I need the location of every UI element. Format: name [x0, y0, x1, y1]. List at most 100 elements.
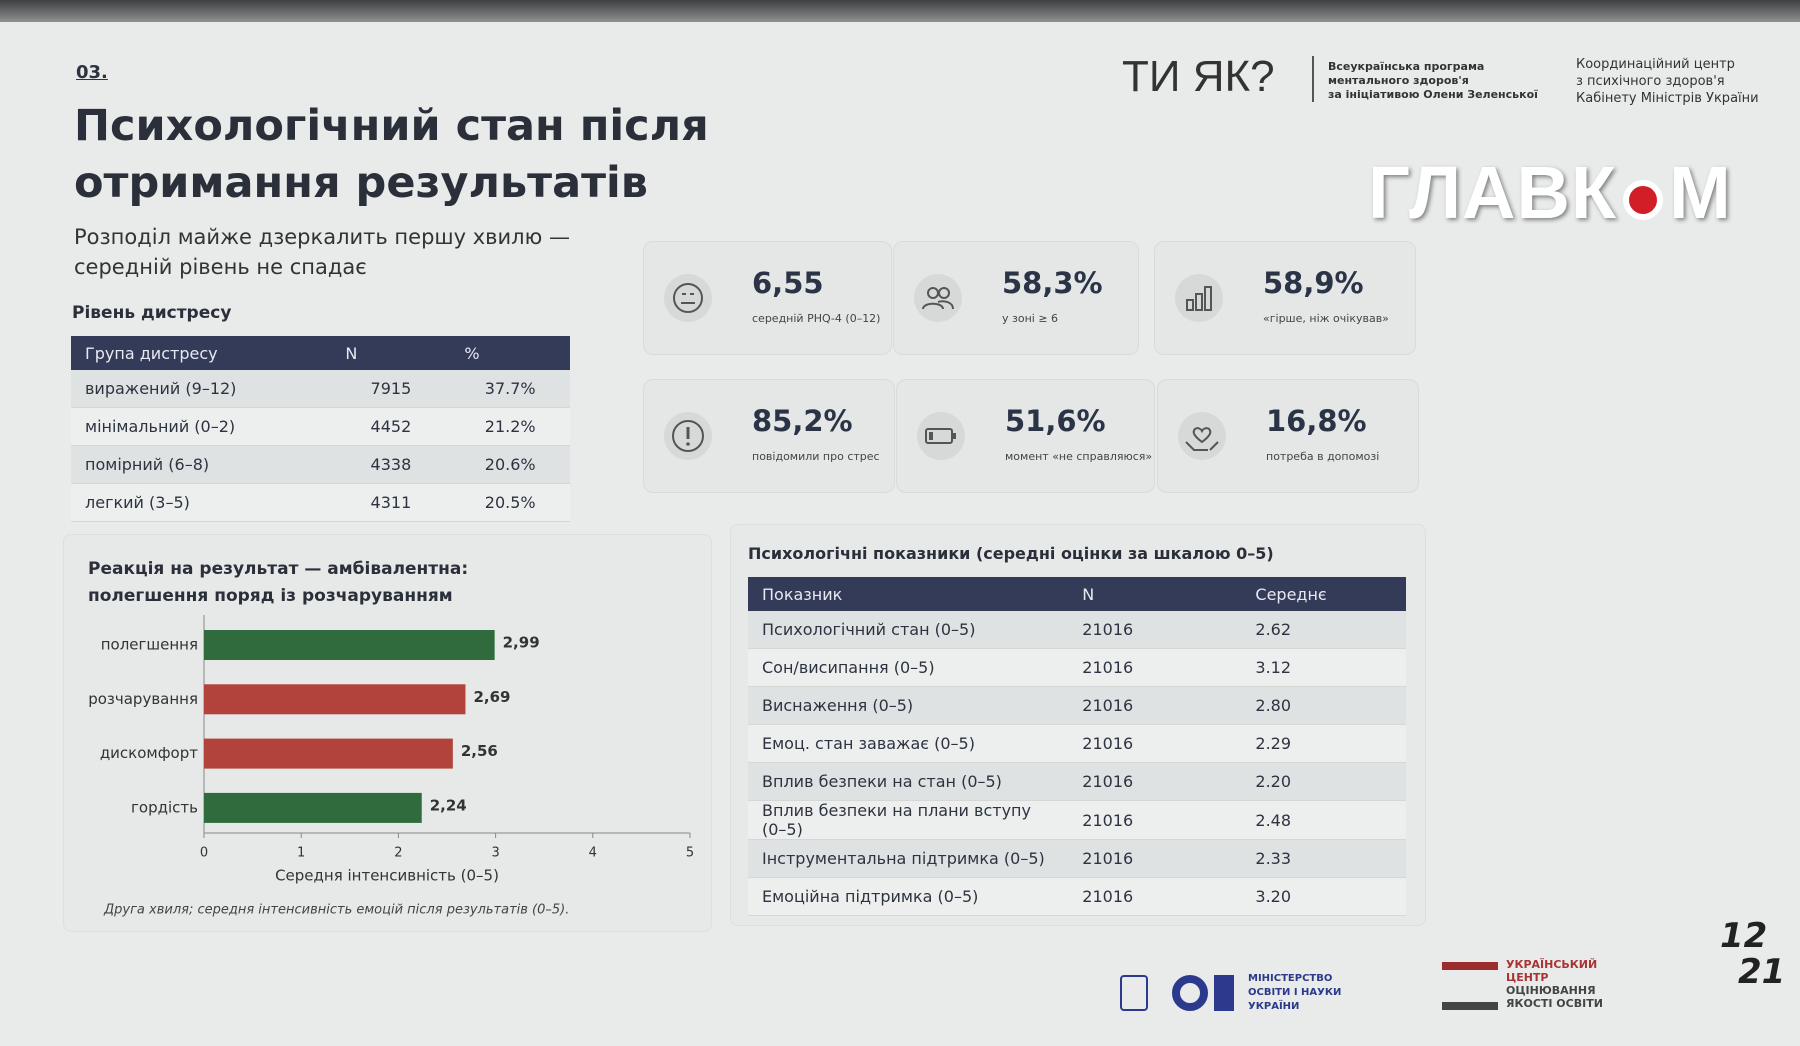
chart-title: Реакція на результат — амбівалентна: — [88, 559, 468, 579]
table-cell: 21016 — [1068, 724, 1242, 763]
table-cell: 21016 — [1068, 648, 1242, 687]
indicators-table: Показник N Середнє Психологічний стан (0–5)… — [748, 577, 1406, 916]
kpi-card: 85,2% повідомили про стрес — [643, 379, 895, 493]
table-cell: 4452 — [331, 407, 451, 446]
table-row: Емоц. стан заважає (0–5) 21016 2.29 — [748, 724, 1406, 763]
line: з психічного здоров'я — [1576, 74, 1725, 89]
center-icon — [1442, 962, 1498, 1010]
bar-chart: Реакція на результат — амбівалентна: поле… — [88, 559, 694, 918]
table-cell: Сон/висипання (0–5) — [748, 648, 1069, 687]
line: за ініціативою Олени Зеленської — [1328, 88, 1538, 101]
kpi-card: 51,6% момент «не справляюся» — [896, 379, 1155, 493]
title-line: отримання результатів — [74, 158, 648, 208]
program-text: Всеукраїнська програма ментального здоров… — [1328, 60, 1538, 102]
icon-shape — [1204, 286, 1212, 311]
subtitle-line: середній рівень не спадає — [74, 255, 367, 279]
title-line: Психологічний стан після — [74, 101, 709, 151]
header-row: Група дистресу N% — [71, 336, 570, 370]
x-tick-label: 2 — [394, 846, 402, 861]
title: Психологічний стан після отримання резуль… — [74, 98, 709, 212]
category-label: розчарування — [88, 690, 198, 708]
table-cell: 21.2% — [450, 407, 570, 446]
table-cell: 2.29 — [1241, 724, 1406, 763]
icon-shape — [929, 432, 933, 440]
kpi-icon — [664, 412, 712, 460]
table-row: Інструментальна підтримка (0–5) 21016 2.33 — [748, 839, 1406, 878]
watermark-dot — [1623, 180, 1664, 220]
table-cell: Вплив безпеки на плани вступу (0–5) — [748, 800, 1069, 840]
subtitle-line: Розподіл майже дзеркалить першу хвилю — — [74, 225, 570, 249]
bar — [204, 630, 495, 660]
kpi-label: у зоні ≥ 6 — [1002, 312, 1059, 325]
kpi-card: 16,8% потреба в допомозі — [1157, 379, 1419, 493]
table-cell: 2.80 — [1241, 686, 1406, 725]
table-cell: 21016 — [1068, 611, 1242, 649]
kpi-value: 16,8% — [1266, 404, 1367, 438]
table-cell: 4311 — [331, 483, 451, 522]
icon-shape — [1192, 427, 1212, 444]
table-cell: 20.5% — [450, 483, 570, 522]
kpi-icon — [917, 412, 965, 460]
column-header: Показник — [748, 577, 1069, 611]
kpi-card: 6,55 середній PHQ-4 (0–12) — [643, 241, 892, 355]
chart-title: полегшення поряд із розчаруванням — [88, 586, 453, 606]
indicators-heading: Психологічні показники (середні оцінки з… — [748, 544, 1274, 563]
category-label: дискомфорт — [100, 744, 198, 762]
kpi-icon — [1178, 412, 1226, 460]
top-bar — [0, 0, 1800, 22]
icon-shape — [922, 300, 954, 310]
table-cell: Вплив безпеки на стан (0–5) — [748, 762, 1069, 801]
watermark-text: ГЛАВК — [1368, 151, 1618, 234]
kpi-label: потреба в допомозі — [1266, 450, 1380, 463]
icon-shape — [914, 274, 962, 322]
table-cell: 37.7% — [450, 370, 570, 408]
table-cell: Інструментальна підтримка (0–5) — [748, 839, 1069, 878]
icon-shape — [925, 428, 953, 444]
table-row: Вплив безпеки на плани вступу (0–5) 21016… — [748, 800, 1406, 840]
value-label: 2,69 — [473, 688, 510, 706]
category-label: гордість — [131, 798, 198, 816]
subtitle: Розподіл майже дзеркалить першу хвилю — с… — [74, 222, 570, 282]
category-label: полегшення — [101, 636, 198, 654]
table-cell: 21016 — [1068, 877, 1242, 916]
kpi-value: 58,9% — [1263, 266, 1364, 300]
chart-note: Друга хвиля; середня інтенсивність емоці… — [103, 903, 569, 918]
table-row: помірний (6–8) 4338 20.6% — [71, 445, 570, 484]
table-cell: помірний (6–8) — [71, 445, 332, 484]
line: МІНІСТЕРСТВО — [1248, 973, 1333, 984]
kpi-value: 85,2% — [752, 404, 853, 438]
icon-shape — [672, 420, 704, 452]
icon-shape — [1175, 274, 1223, 322]
icon-shape — [673, 283, 703, 313]
column-header: % — [450, 336, 570, 370]
bar — [204, 738, 453, 769]
icon-shape — [938, 287, 950, 299]
table-cell: 2.48 — [1241, 800, 1406, 840]
icon-shape — [664, 274, 712, 322]
kpi-label: середній PHQ-4 (0–12) — [752, 312, 881, 325]
kpi-label: «гірше, ніж очікував» — [1263, 312, 1389, 325]
table-cell: Емоц. стан заважає (0–5) — [748, 724, 1069, 763]
x-axis-label: Середня інтенсивність (0–5) — [275, 867, 499, 885]
column-header: Середнє — [1241, 577, 1406, 611]
table-row: Виснаження (0–5) 21016 2.80 — [748, 686, 1406, 725]
x-tick-label: 3 — [491, 846, 499, 861]
kpi-card: 58,9% «гірше, ніж очікував» — [1154, 241, 1416, 355]
table-cell: 2.20 — [1241, 762, 1406, 801]
line: 21 — [1738, 952, 1786, 992]
watermark: ГЛАВК М — [1368, 150, 1732, 235]
line: Кабінету Міністрів України — [1576, 91, 1759, 106]
x-tick-label: 5 — [686, 846, 694, 861]
table-cell: Психологічний стан (0–5) — [748, 611, 1069, 649]
kpi-value: 58,3% — [1002, 266, 1103, 300]
line: ОЦІНЮВАННЯ — [1506, 984, 1596, 997]
table-cell: Виснаження (0–5) — [748, 686, 1069, 725]
icon-shape — [1178, 412, 1226, 460]
table-cell: 4338 — [331, 445, 451, 484]
value-label: 2,24 — [430, 796, 467, 814]
table-row: Сон/висипання (0–5) 21016 3.12 — [748, 648, 1406, 687]
line: Координаційний центр — [1576, 57, 1735, 72]
table-cell: Емоційна підтримка (0–5) — [748, 877, 1069, 916]
kpi-value: 6,55 — [752, 266, 824, 300]
